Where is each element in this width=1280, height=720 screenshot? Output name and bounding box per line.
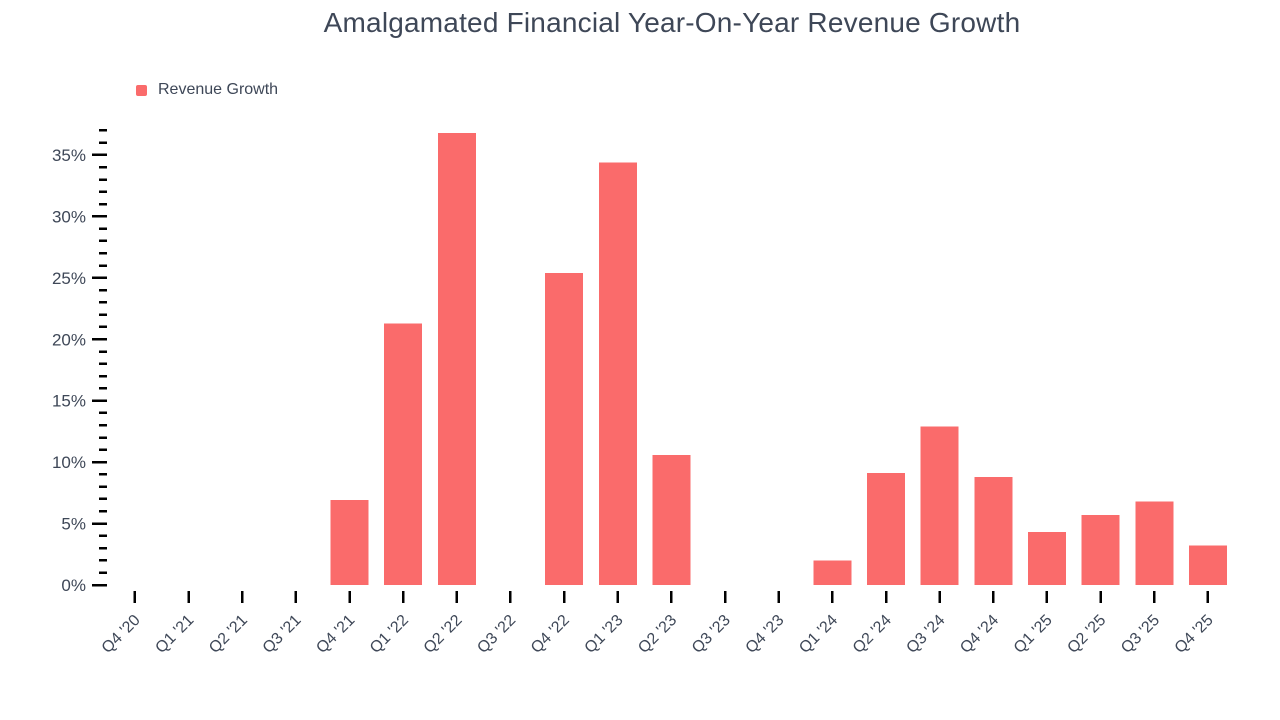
y-axis-tick-label: 20% [52,330,86,349]
x-axis-tick-label: Q3 '25 [1118,612,1163,657]
bar-q2-22[interactable] [437,132,476,586]
bar-q2-24[interactable] [867,473,905,585]
x-axis-tick-label: Q1 '22 [367,612,412,657]
bar-q3-25[interactable] [1135,501,1174,585]
x-axis-tick-label: Q4 '22 [528,612,573,657]
legend-item-revenue-growth[interactable]: Revenue Growth [136,82,278,98]
y-axis-tick-label: 10% [52,453,86,472]
x-axis-tick-label: Q4 '20 [99,612,144,657]
x-axis-tick-label: Q2 '21 [206,612,251,657]
y-axis-tick-label: 30% [52,207,86,226]
chart-title: Amalgamated Financial Year-On-Year Reven… [323,7,1021,38]
bar-q4-25[interactable] [1188,545,1227,585]
legend-swatch [136,84,147,96]
x-axis-tick-label: Q3 '21 [260,612,305,657]
y-axis-tick-label: 25% [52,269,86,288]
legend-label: Revenue Growth [158,81,279,98]
x-axis-tick-label: Q1 '24 [796,612,841,657]
y-axis-tick-label: 15% [52,392,86,411]
bar-q2-25[interactable] [1081,514,1120,585]
bar-q4-24[interactable] [974,476,1013,585]
x-axis-tick-label: Q1 '23 [582,612,627,657]
x-axis-tick-label: Q2 '22 [421,612,466,657]
x-axis-tick-label: Q4 '23 [743,612,788,657]
x-axis-tick-label: Q3 '22 [474,612,519,657]
y-axis-tick-label: 0% [61,576,86,595]
x-axis-tick-label: Q2 '23 [635,612,680,657]
x-axis-tick-label: Q4 '21 [313,612,358,657]
x-axis-tick-label: Q1 '25 [1011,612,1056,657]
x-axis-tick-label: Q3 '24 [903,612,948,657]
x-axis-tick-label: Q1 '21 [152,612,197,657]
bar-q2-23[interactable] [652,454,691,585]
x-axis-tick-label: Q4 '25 [1172,612,1217,657]
bar-q4-21[interactable] [330,500,369,585]
y-axis-tick-label: 5% [61,515,86,534]
bar-q1-23[interactable] [598,162,637,585]
bar-q1-25[interactable] [1027,532,1066,585]
y-axis-tick-label: 35% [52,146,86,165]
x-axis-tick-label: Q3 '23 [689,612,734,657]
bar-q3-24[interactable] [920,426,959,585]
bar-q4-22[interactable] [545,272,584,585]
x-axis-tick-label: Q2 '24 [850,612,895,657]
x-axis-tick-label: Q4 '24 [957,612,1002,657]
bar-q1-22[interactable] [384,323,423,585]
x-axis-tick-label: Q2 '25 [1064,612,1109,657]
bar-q1-24[interactable] [813,560,852,585]
